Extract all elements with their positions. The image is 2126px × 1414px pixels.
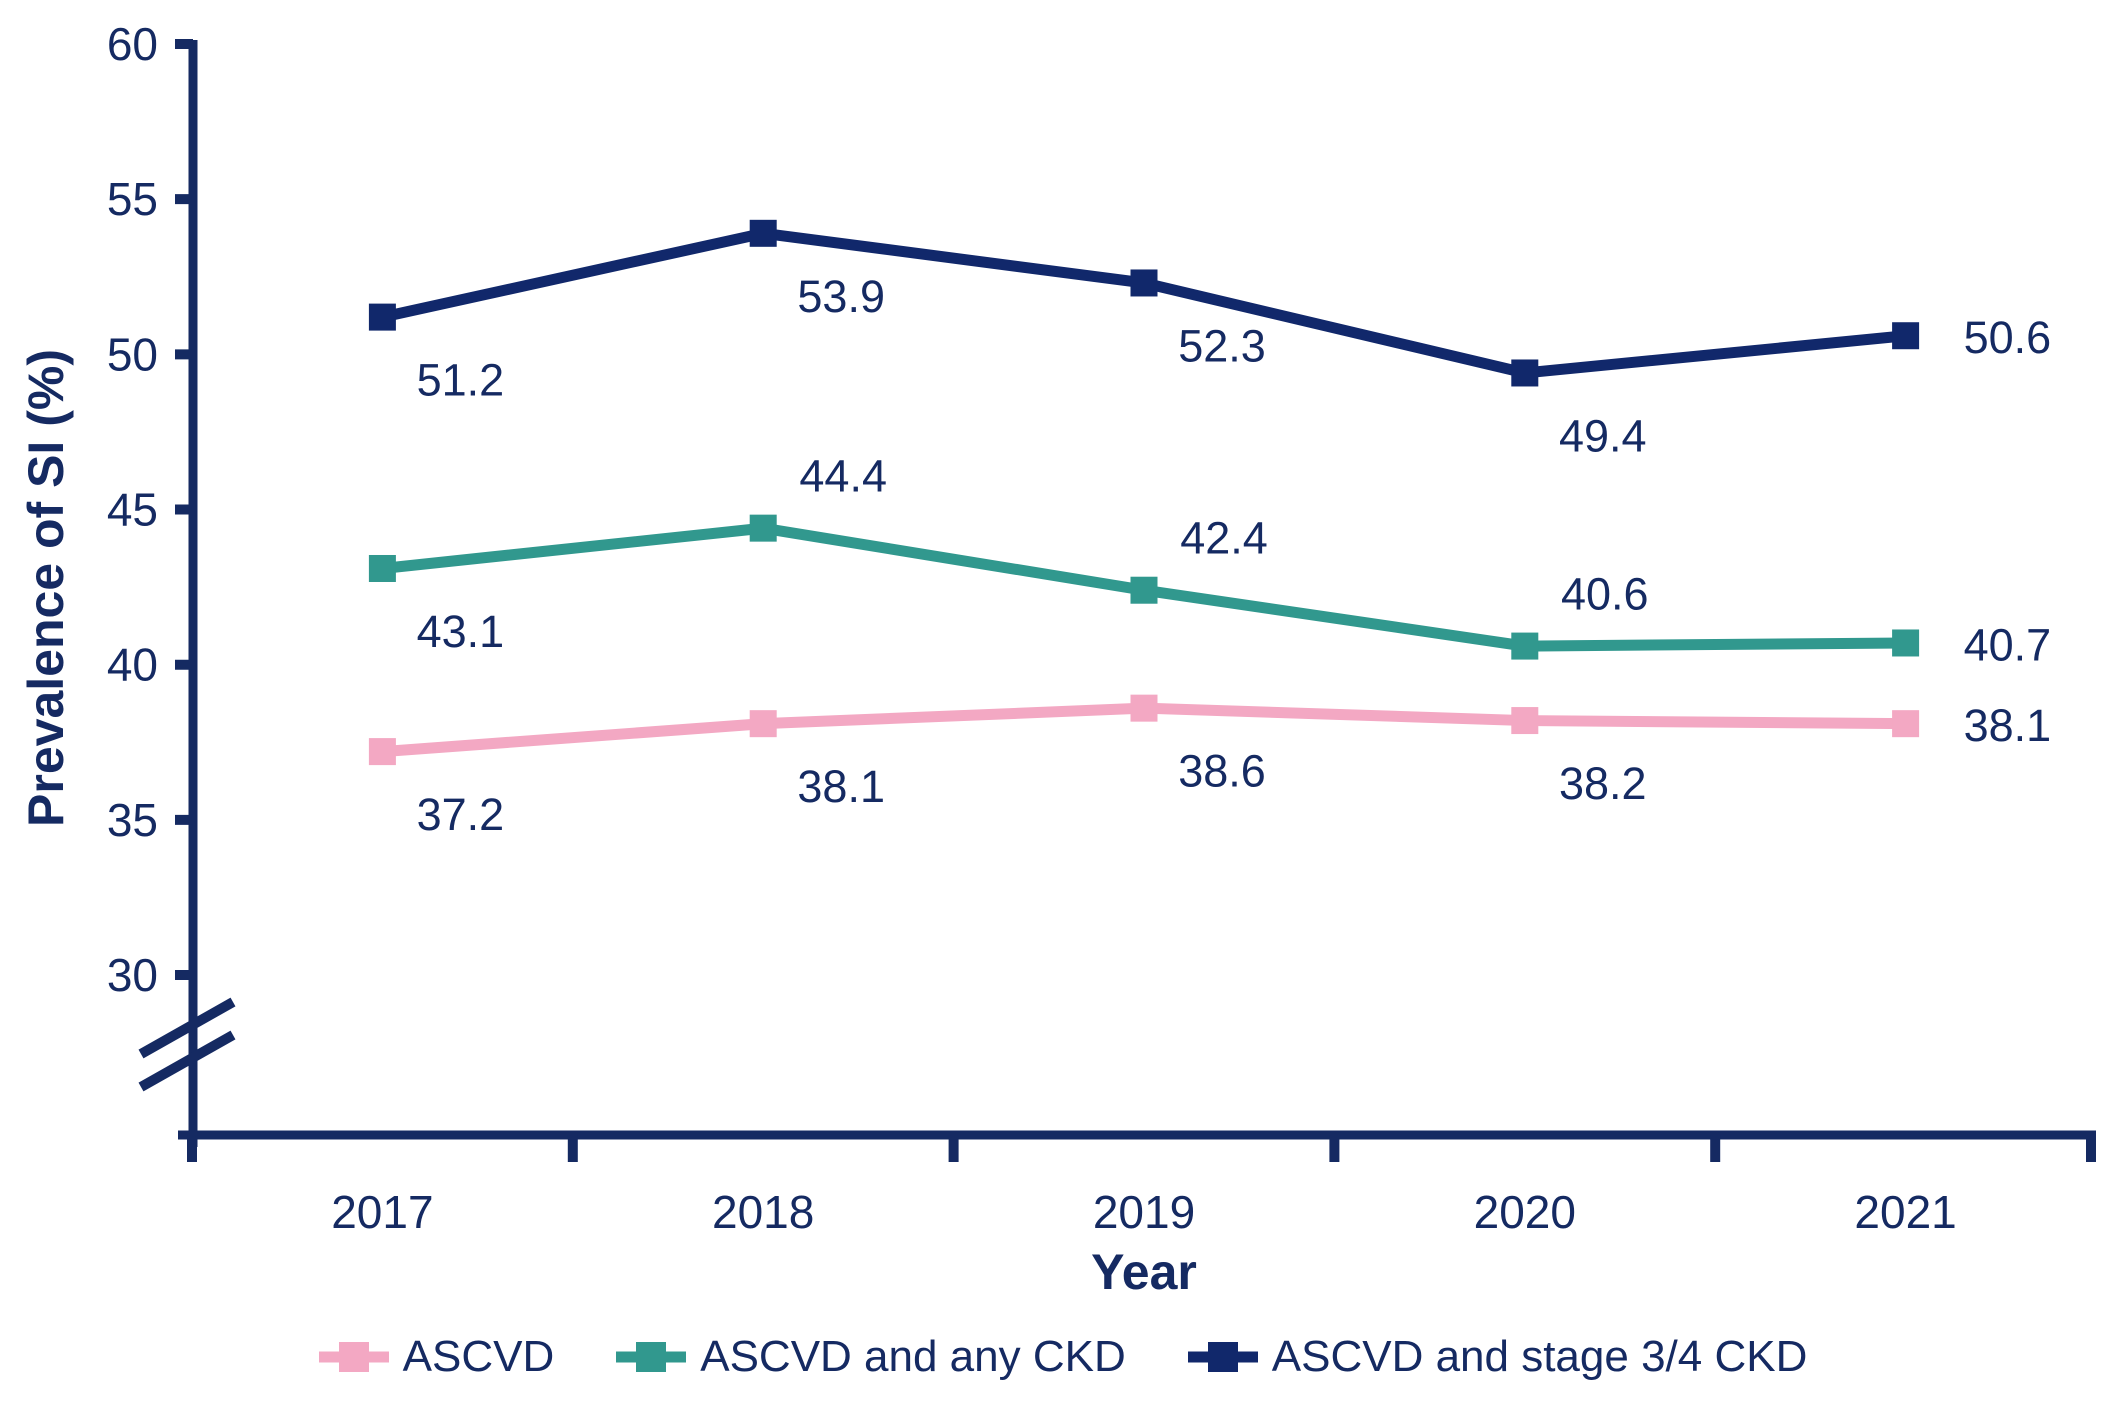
data-point-marker [749,514,777,542]
data-point-marker [749,219,777,247]
data-point-marker [368,303,396,331]
data-point-label: 49.4 [1559,410,1647,461]
data-point-marker [1511,707,1539,735]
legend-item: ASCVD and any CKD [616,1332,1126,1382]
legend-marker-icon [318,1342,389,1372]
y-tick-label: 35 [107,794,158,846]
data-point-label: 40.6 [1561,569,1649,620]
data-point-label: 52.3 [1178,320,1266,371]
data-point-marker [749,710,777,738]
data-point-marker [1511,359,1539,387]
chart-legend: ASCVD ASCVD and any CKD ASCVD and stage 3/… [0,1332,2126,1382]
y-tick-label: 60 [107,18,158,70]
legend-marker-icon [1187,1342,1258,1372]
y-tick-label: 30 [107,949,158,1001]
y-tick-label: 40 [107,639,158,691]
data-point-label: 51.2 [417,355,505,406]
x-tick-label: 2020 [1474,1186,1576,1238]
legend-label: ASCVD and stage 3/4 CKD [1271,1332,1808,1381]
data-point-label: 38.1 [1964,700,2052,751]
legend-marker-square [338,1342,369,1372]
data-point-marker [368,738,396,766]
data-point-marker [1892,322,1920,350]
legend-marker-icon [616,1342,687,1372]
x-tick-label: 2017 [331,1186,433,1238]
data-point-label: 38.2 [1559,758,1647,809]
axis-break-mark [138,1030,236,1092]
data-point-label: 50.6 [1964,312,2052,363]
y-tick-label: 50 [107,328,158,380]
legend-label: ASCVD and any CKD [700,1332,1126,1381]
data-point-label: 42.4 [1180,513,1268,564]
data-point-label: 38.6 [1178,746,1266,797]
data-point-marker [1511,632,1539,660]
data-point-label: 43.1 [417,606,505,657]
x-tick-label: 2018 [712,1186,814,1238]
y-tick-label: 45 [107,484,158,536]
x-tick-label: 2021 [1854,1186,1956,1238]
x-axis-title: Year [1091,1244,1197,1300]
data-point-marker [1130,576,1158,604]
legend-item: ASCVD [318,1332,555,1382]
data-point-label: 37.2 [417,789,505,840]
data-point-marker [1130,694,1158,722]
data-point-marker [1892,629,1920,657]
legend-marker-square [636,1342,667,1372]
y-tick-label: 55 [107,173,158,225]
data-point-label: 38.1 [797,761,885,812]
legend-label: ASCVD [402,1332,555,1381]
axis-break-mark [138,997,236,1059]
series-line [381,227,1907,379]
y-axis-title: Prevalence of SI (%) [18,349,74,827]
data-point-marker [1892,710,1920,738]
data-point-label: 40.7 [1964,619,2052,670]
data-point-marker [1130,269,1158,297]
data-point-marker [368,554,396,582]
x-tick-label: 2019 [1093,1186,1195,1238]
legend-item: ASCVD and stage 3/4 CKD [1187,1332,1808,1382]
data-point-label: 44.4 [799,451,887,502]
data-point-label: 53.9 [797,271,885,322]
legend-marker-square [1207,1342,1238,1372]
